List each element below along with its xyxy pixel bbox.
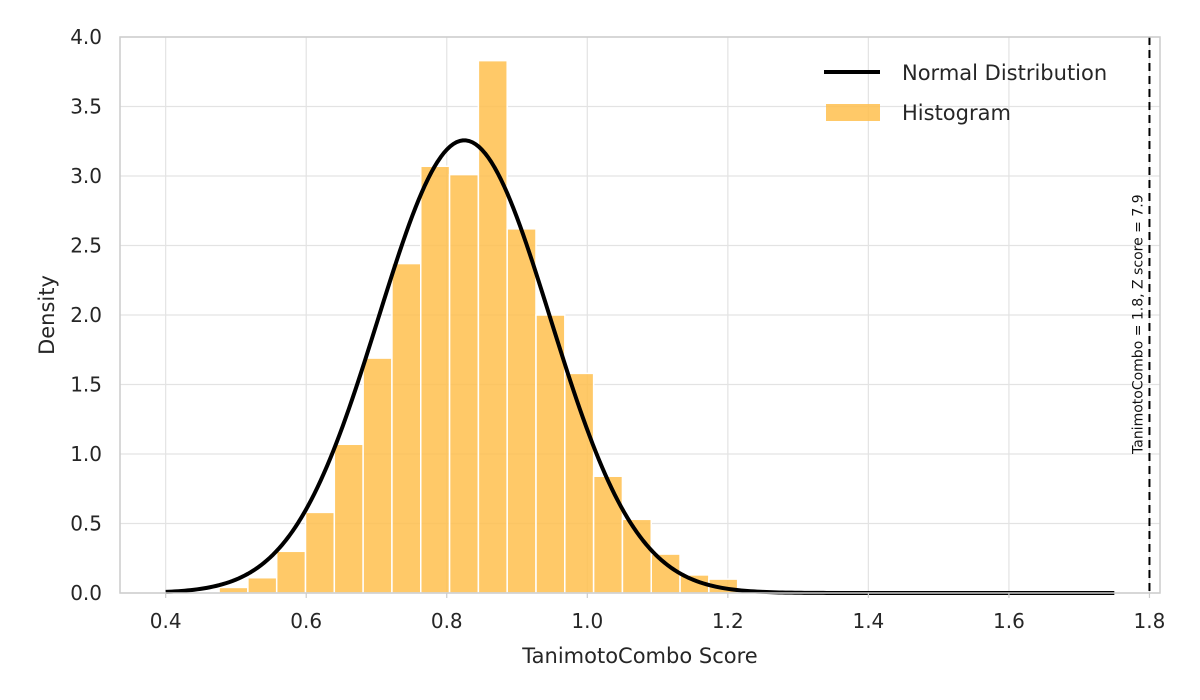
y-tick-label: 4.0: [70, 25, 102, 49]
histogram-bar: [247, 576, 278, 594]
legend: Normal Distribution Histogram: [824, 61, 1107, 125]
histogram-bar: [420, 165, 451, 594]
y-tick-labels: 0.0 0.5 1.0 1.5 2.0 2.5 3.0 3.5 4.0: [70, 25, 102, 605]
x-tick-label: 1.0: [571, 609, 603, 633]
x-tick-label: 1.4: [852, 609, 884, 633]
y-tick-label: 0.5: [70, 512, 102, 536]
y-tick-label: 2.0: [70, 303, 102, 327]
x-axis-label: TanimotoCombo Score: [521, 644, 757, 668]
histogram-bar: [448, 173, 480, 594]
x-tick-label: 0.4: [150, 609, 182, 633]
histogram-bar: [333, 443, 364, 594]
legend-normal-label: Normal Distribution: [902, 61, 1107, 85]
x-tick-label: 0.8: [431, 609, 463, 633]
y-tick-label: 2.5: [70, 234, 102, 258]
histogram-bars: [189, 59, 739, 594]
y-tick-label: 3.0: [70, 164, 102, 188]
legend-histogram-label: Histogram: [902, 101, 1011, 125]
histogram-bar: [477, 59, 508, 594]
histogram-bar: [506, 228, 537, 594]
legend-histogram-swatch: [826, 104, 880, 121]
histogram-bar: [218, 586, 249, 594]
plot-frame: [119, 36, 1161, 594]
histogram-bar: [592, 475, 624, 594]
y-tick-label: 1.0: [70, 442, 102, 466]
y-tick-label: 1.5: [70, 373, 102, 397]
histogram-bar: [391, 262, 422, 594]
x-tick-label: 0.6: [290, 609, 322, 633]
reference-line-label: TanimotoCombo = 1.8, Z score = 7.9: [1130, 194, 1146, 455]
x-tick-label: 1.2: [712, 609, 744, 633]
x-tick-label: 1.6: [993, 609, 1025, 633]
y-tick-label: 0.0: [70, 581, 102, 605]
x-tick-label: 1.8: [1134, 609, 1166, 633]
histogram-bar: [304, 511, 336, 594]
y-tick-label: 3.5: [70, 95, 102, 119]
histogram-bar: [362, 357, 393, 594]
histogram-bar: [650, 553, 681, 594]
y-axis-label: Density: [35, 275, 59, 355]
histogram-bar: [275, 550, 307, 594]
x-tick-labels: 0.4 0.6 0.8 1.0 1.2 1.4 1.6 1.8: [150, 593, 1166, 633]
